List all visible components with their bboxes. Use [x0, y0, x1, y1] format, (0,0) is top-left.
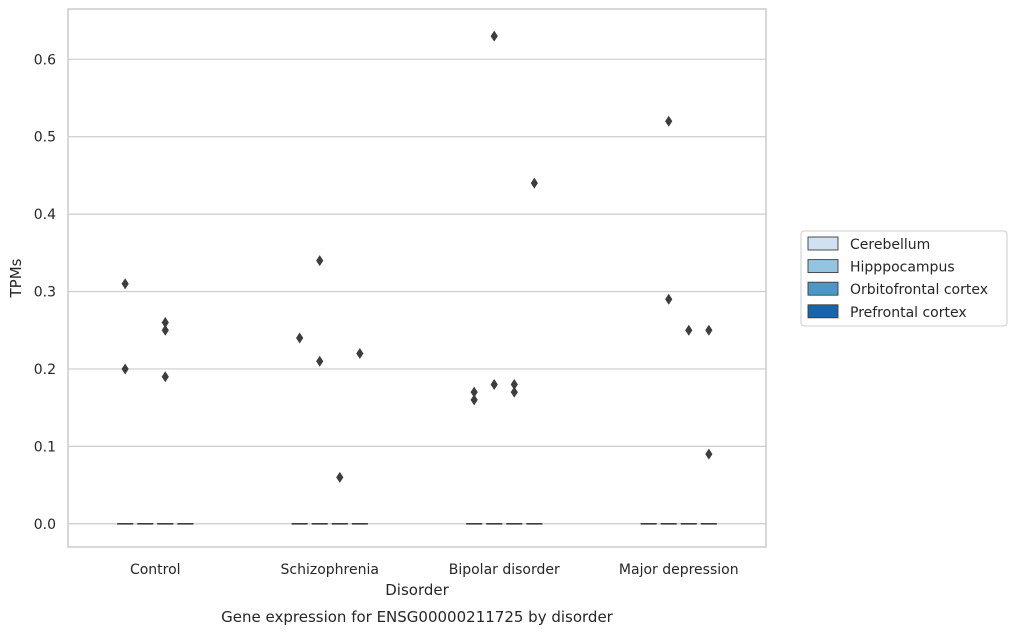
outlier-point — [530, 177, 538, 189]
legend-swatch — [807, 259, 839, 274]
grid-lines — [68, 58, 766, 525]
outlier-point — [316, 255, 324, 267]
outlier-point — [685, 324, 693, 336]
chart-caption: Gene expression for ENSG00000211725 by d… — [221, 608, 614, 626]
outlier-point — [510, 378, 518, 390]
x-tick-label: Bipolar disorder — [449, 562, 560, 578]
outlier-point — [470, 394, 478, 406]
x-axis-label: Disorder — [385, 581, 449, 599]
x-tick-label: Schizophrenia — [281, 562, 379, 578]
chart-marks — [117, 30, 717, 525]
outlier-point — [336, 471, 344, 483]
outlier-point — [490, 30, 498, 42]
x-axis-ticks: Control Schizophrenia Bipolar disorder Majo… — [130, 562, 739, 578]
outlier-point — [665, 293, 673, 305]
y-axis-label: TPMs — [7, 258, 25, 298]
outlier-point — [705, 324, 713, 336]
outlier-point — [121, 363, 129, 375]
legend-box — [800, 230, 1008, 327]
outlier-point — [356, 347, 364, 359]
outlier-point — [161, 371, 169, 383]
legend: Cerebellum Hipppocampus Orbitofrontal cort… — [800, 230, 1008, 327]
y-tick-label: 0.2 — [34, 362, 56, 378]
y-tick-label: 0.4 — [34, 207, 56, 223]
legend-label: Hipppocampus — [850, 260, 955, 276]
outlier-point — [121, 278, 129, 290]
legend-label: Cerebellum — [850, 237, 930, 253]
outlier-point — [316, 355, 324, 367]
legend-label: Orbitofrontal cortex — [850, 282, 988, 298]
outlier-point — [296, 332, 304, 344]
outlier-point — [665, 115, 673, 127]
outlier-point — [490, 378, 498, 390]
legend-swatch — [807, 236, 839, 251]
legend-label: Prefrontal cortex — [850, 305, 967, 321]
plot-frame — [67, 8, 767, 548]
y-tick-label: 0.6 — [34, 52, 56, 68]
legend-swatch — [807, 281, 839, 296]
y-tick-label: 0.0 — [34, 517, 56, 533]
x-tick-label: Control — [130, 562, 181, 578]
outlier-point — [510, 386, 518, 398]
outlier-point — [161, 324, 169, 336]
legend-swatch — [807, 304, 839, 319]
y-tick-label: 0.5 — [34, 130, 56, 146]
x-tick-label: Major depression — [619, 562, 739, 578]
outlier-point — [161, 317, 169, 329]
y-axis-ticks: 0.0 0.1 0.2 0.3 0.4 0.5 0.6 — [34, 52, 56, 532]
outlier-point — [470, 386, 478, 398]
outlier-point — [705, 448, 713, 460]
y-tick-label: 0.1 — [34, 439, 56, 455]
y-tick-label: 0.3 — [34, 285, 56, 301]
